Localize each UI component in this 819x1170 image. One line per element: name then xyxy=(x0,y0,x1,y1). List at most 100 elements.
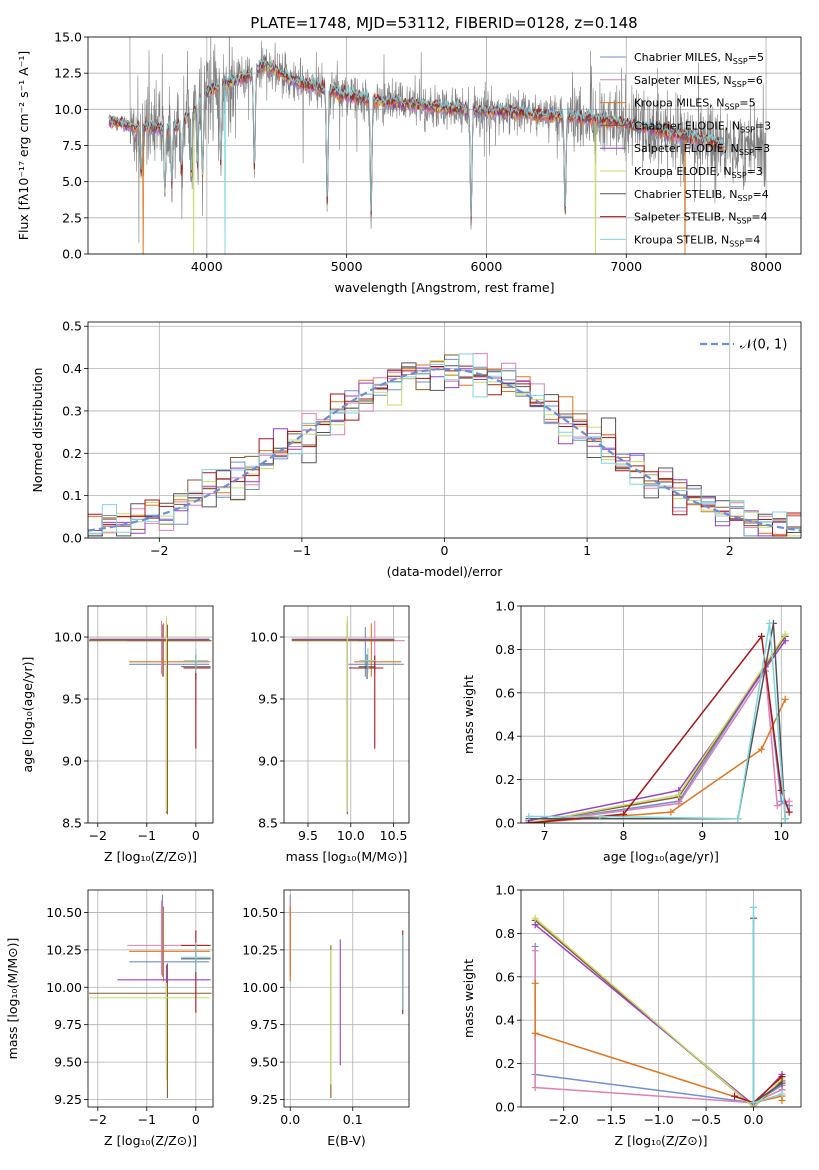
chart-age-vs-Z: −2 −1 0 8.5 9.0 9.5 10.0 Z [log₁₀(Z/Z⊙)] age [lo… xyxy=(20,605,214,864)
weight-marker xyxy=(525,812,533,820)
errorbar-point xyxy=(359,648,377,673)
legend-entry-count: =3 xyxy=(755,119,771,132)
legend-entry: Salpeter ELODIE, NSSP=3 xyxy=(634,142,770,157)
x-tick-label: −1 xyxy=(138,828,156,843)
weight-marker xyxy=(778,1073,786,1081)
chart-age-vs-mass: 9.5 10.0 10.5 8.5 9.0 9.5 10.0 mass [log₁₀(M/M⊙… xyxy=(250,605,410,864)
normal-curve xyxy=(88,367,801,532)
x-tick-label: 0 xyxy=(192,828,200,843)
x-tick-label: 2 xyxy=(726,543,734,558)
legend-entry-name: Salpeter MILES, N xyxy=(634,74,732,87)
y-tick-label: 0.2 xyxy=(62,446,82,461)
y-tick-label: 10.50 xyxy=(242,905,278,920)
x-tick-label: 9 xyxy=(698,828,706,843)
y-tick-label: 0.6 xyxy=(495,685,515,700)
chart-weight-vs-Z: −2.0 −1.5 −1.0 −0.5 0.0 0.0 0.2 0.4 0.6 0.8 1.0 Z [… xyxy=(461,883,802,1148)
legend-entry-name: Kroupa MILES, N xyxy=(634,97,724,110)
errorbar-point xyxy=(129,894,210,977)
weight-marker xyxy=(778,1090,786,1098)
residual-histogram xyxy=(88,353,801,534)
y-tick-label: 0.4 xyxy=(495,1013,515,1028)
legend-entry-sub: SSP xyxy=(739,148,754,157)
weight-marker xyxy=(734,815,742,823)
y-tick-label: 10.25 xyxy=(46,942,82,957)
x-tick-label: 7000 xyxy=(610,259,642,274)
y-tick-label: 9.25 xyxy=(54,1092,82,1107)
x-tick-label: −0.5 xyxy=(691,1112,721,1127)
weight-marker xyxy=(531,979,539,987)
legend-entry-count: =4 xyxy=(751,211,767,224)
legend-entry: Kroupa MILES, NSSP=5 xyxy=(634,97,756,112)
y-tick-label: 10.0 xyxy=(54,630,82,645)
legend-entry: Chabrier MILES, NSSP=5 xyxy=(634,51,764,66)
legend-entry-sub: SSP xyxy=(732,80,747,89)
y-tick-label: 9.25 xyxy=(250,1092,278,1107)
y-tick-label: 0.0 xyxy=(495,1100,515,1115)
x-tick-label: −2 xyxy=(89,828,107,843)
x-tick-label: 10.0 xyxy=(337,828,365,843)
legend-entry-count: =6 xyxy=(747,74,763,87)
x-tick-label: 0 xyxy=(192,1112,200,1127)
y-tick-label: 12.5 xyxy=(54,66,82,81)
legend-entry-sub: SSP xyxy=(724,103,739,112)
x-axis-label: mass [log₁₀(M/M⊙)] xyxy=(286,849,408,864)
grid xyxy=(88,890,213,1107)
chart-weight-vs-age: 7 8 9 10 0.0 0.2 0.4 0.6 0.8 1.0 age [log₁₀(age/yr… xyxy=(461,599,802,864)
legend-entry-sub: SSP xyxy=(740,125,755,134)
y-tick-label: 0.1 xyxy=(62,488,82,503)
plot-area xyxy=(88,615,212,815)
errorbar-point xyxy=(291,615,395,812)
y-tick-label: 0.2 xyxy=(495,1056,515,1071)
x-tick-label: −2.0 xyxy=(549,1112,579,1127)
chart-mass-vs-Z: −2 −1 0 9.25 9.50 9.75 10.00 10.25 10.50 Z [log₁₀… xyxy=(5,889,214,1148)
errorbar-point xyxy=(127,620,210,675)
weight-marker xyxy=(731,1092,739,1100)
errorbar-point xyxy=(349,655,384,749)
x-tick-label: 5000 xyxy=(331,259,363,274)
axes-frame xyxy=(87,36,802,255)
y-axis-label: mass weight xyxy=(461,959,476,1038)
chart-spectrum: 4000 5000 6000 7000 8000 0.0 2.5 5.0 7.5 10.0 12.5… xyxy=(16,30,802,295)
legend-entry-count: =5 xyxy=(739,97,755,110)
errorbar-point xyxy=(129,624,210,677)
y-tick-label: 2.5 xyxy=(62,210,82,225)
y-tick-label: 9.5 xyxy=(258,692,278,707)
legend-entry-name: Kroupa STELIB, N xyxy=(634,233,729,246)
weight-marker xyxy=(781,630,789,638)
y-tick-label: 0.8 xyxy=(495,926,515,941)
figure-title: PLATE=1748, MJD=53112, FIBERID=0128, z=0… xyxy=(250,14,637,32)
y-tick-label: 9.50 xyxy=(54,1055,82,1070)
x-axis-label: (data-model)/error xyxy=(387,564,504,579)
y-tick-label: 1.0 xyxy=(495,599,515,614)
legend-entry-count: =3 xyxy=(754,142,770,155)
plot-area xyxy=(531,903,786,1107)
x-tick-label: 1 xyxy=(583,543,591,558)
weight-marker xyxy=(781,815,789,823)
y-tick-label: 0.0 xyxy=(495,816,515,831)
y-tick-label: 9.75 xyxy=(250,1017,278,1032)
errorbar-point xyxy=(291,620,395,814)
x-axis-label: Z [log₁₀(Z/Z⊙)] xyxy=(104,849,197,864)
weight-marker xyxy=(781,695,789,703)
x-tick-label: −1 xyxy=(138,1112,156,1127)
y-tick-label: 15.0 xyxy=(54,30,82,45)
legend-entry-sub: SSP xyxy=(733,57,748,66)
errorbar-point xyxy=(183,648,209,673)
axes-frame xyxy=(87,605,214,824)
weight-series-line xyxy=(752,907,783,1104)
x-tick-label: −1.0 xyxy=(643,1112,673,1127)
errorbar-point xyxy=(357,620,405,675)
legend-entry-sub: SSP xyxy=(732,171,747,180)
x-tick-label: 7 xyxy=(541,828,549,843)
errorbar-point xyxy=(129,623,211,677)
legend-entry-name: Salpeter ELODIE, N xyxy=(634,142,739,155)
plot-area xyxy=(291,615,405,815)
grid xyxy=(284,890,409,1107)
legend-entry: Salpeter MILES, NSSP=6 xyxy=(634,74,763,89)
weight-series-line xyxy=(528,623,786,820)
y-tick-label: 0.2 xyxy=(495,772,515,787)
x-tick-label: −1.5 xyxy=(596,1112,626,1127)
weight-marker xyxy=(765,619,773,627)
weight-marker xyxy=(778,1096,786,1104)
axes-frame xyxy=(87,321,802,539)
